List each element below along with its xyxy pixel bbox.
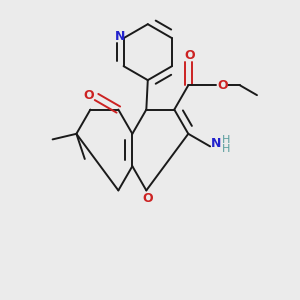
Text: O: O <box>83 89 94 102</box>
Text: O: O <box>142 192 153 205</box>
Text: O: O <box>184 49 195 62</box>
Text: H: H <box>222 144 230 154</box>
Text: N: N <box>212 137 222 150</box>
Text: H: H <box>222 135 230 145</box>
Text: O: O <box>218 79 228 92</box>
Text: N: N <box>115 30 125 43</box>
